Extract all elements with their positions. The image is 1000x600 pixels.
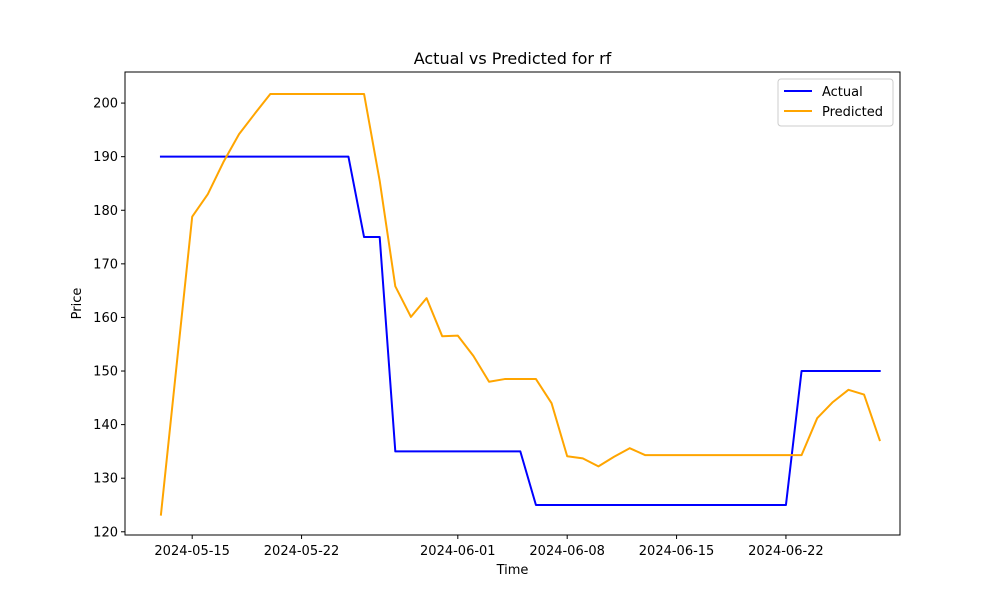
- y-tick-label: 150: [93, 365, 118, 380]
- x-tick-label: 2024-05-22: [264, 544, 340, 559]
- legend-label-predicted: Predicted: [822, 105, 883, 120]
- y-tick-label: 180: [93, 204, 118, 219]
- x-tick-label: 2024-06-01: [420, 544, 496, 559]
- y-axis-label: Price: [70, 288, 85, 320]
- chart-title: Actual vs Predicted for rf: [414, 49, 612, 68]
- y-tick-label: 120: [93, 525, 118, 540]
- y-tick-label: 140: [93, 418, 118, 433]
- x-axis-label: Time: [496, 563, 529, 578]
- series-layer: [159, 92, 881, 516]
- series-line-actual: [159, 155, 881, 506]
- y-tick-label: 190: [93, 150, 118, 165]
- series-line-predicted: [159, 92, 881, 516]
- y-tick-label: 130: [93, 472, 118, 487]
- y-tick-label: 170: [93, 257, 118, 272]
- y-axis: 120 130 140 150 160 170 180 190 200: [93, 97, 125, 540]
- y-tick-label: 200: [93, 97, 118, 112]
- x-tick-label: 2024-06-08: [529, 544, 605, 559]
- legend-label-actual: Actual: [822, 85, 863, 100]
- x-tick-label: 2024-05-15: [154, 544, 230, 559]
- x-tick-label: 2024-06-22: [748, 544, 824, 559]
- plot-frame: [124, 71, 901, 536]
- legend: Actual Predicted: [777, 78, 894, 127]
- x-tick-label: 2024-06-15: [639, 544, 715, 559]
- x-axis: 2024-05-15 2024-05-22 2024-06-01 2024-06-08…: [154, 535, 824, 559]
- y-tick-label: 160: [93, 311, 118, 326]
